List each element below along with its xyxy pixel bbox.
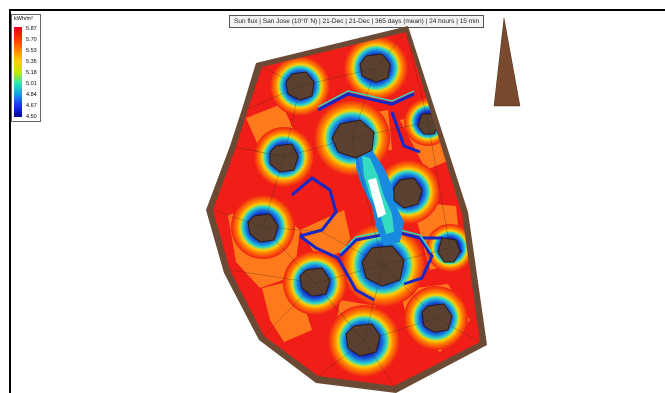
legend-label: 5.53	[26, 48, 37, 54]
viewport-left-border	[9, 9, 11, 393]
legend-label: 4.67	[26, 103, 37, 109]
legend-label: 5.18	[26, 70, 37, 76]
analysis-mesh	[213, 32, 480, 386]
legend-label: 5.35	[26, 59, 37, 65]
opening-3	[269, 143, 299, 173]
opening-4	[331, 119, 375, 159]
legend-label: 5.70	[26, 37, 37, 43]
analysis-title: Sun flux | San Jose (10°0' N) | 21-Dec |…	[229, 15, 485, 28]
color-legend: kWh/m² 5.87 5.70 5.53 5.35 5.18 5.01 4.8…	[11, 14, 41, 122]
viewport-top-border	[9, 9, 665, 11]
roof-edge-fragment	[493, 17, 521, 107]
legend-label: 5.01	[26, 81, 37, 87]
opening-5	[393, 177, 423, 209]
legend-color-scale	[14, 27, 22, 117]
legend-label: 5.87	[26, 26, 37, 32]
opening-12	[421, 303, 453, 333]
legend-unit: kWh/m²	[14, 16, 33, 22]
legend-label: 4.50	[26, 114, 37, 120]
legend-label: 4.84	[26, 92, 37, 98]
roof-openings	[247, 53, 461, 357]
skylight-slot	[368, 178, 386, 218]
opening-9	[437, 237, 461, 263]
